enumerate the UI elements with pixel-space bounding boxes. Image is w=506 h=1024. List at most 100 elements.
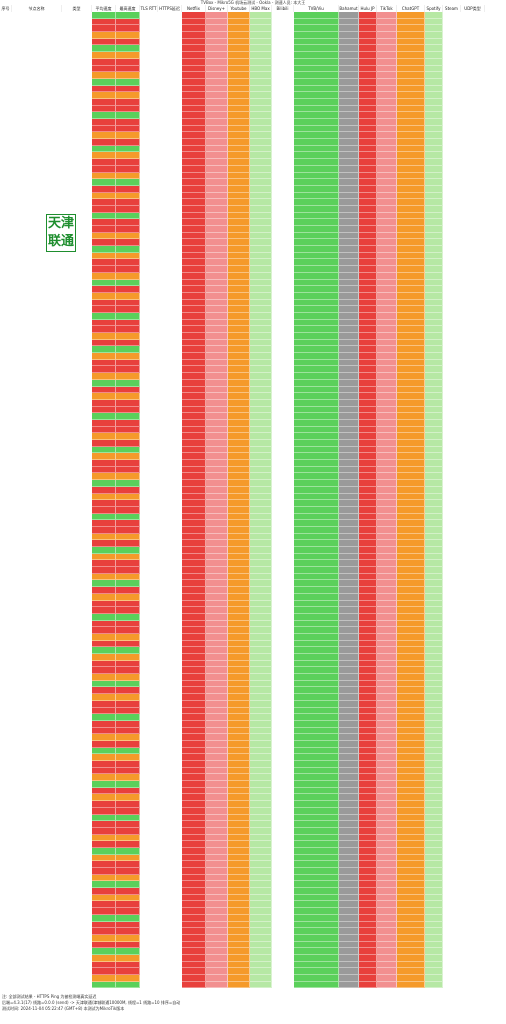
table-cell bbox=[339, 12, 359, 19]
table-cell bbox=[62, 98, 92, 106]
table-cell bbox=[206, 199, 228, 206]
table-row bbox=[0, 139, 506, 146]
table-cell bbox=[206, 533, 228, 541]
table-cell bbox=[250, 393, 272, 400]
table-cell bbox=[62, 433, 92, 440]
table-cell bbox=[0, 192, 12, 200]
table-cell bbox=[294, 814, 339, 822]
table-cell bbox=[294, 807, 339, 815]
table-cell bbox=[12, 306, 62, 313]
table-cell bbox=[359, 212, 377, 220]
table-cell bbox=[182, 339, 206, 347]
table-cell bbox=[116, 179, 140, 186]
table-cell bbox=[425, 700, 443, 708]
table-cell bbox=[443, 226, 461, 233]
table-cell bbox=[294, 620, 339, 628]
table-cell bbox=[206, 185, 228, 193]
table-cell bbox=[272, 419, 294, 427]
table-cell bbox=[461, 286, 485, 293]
table-cell bbox=[425, 473, 443, 481]
table-cell bbox=[0, 747, 12, 755]
table-cell bbox=[12, 714, 62, 721]
table-cell bbox=[461, 259, 485, 267]
table-row bbox=[0, 32, 506, 39]
table-cell bbox=[62, 165, 92, 173]
table-cell bbox=[12, 32, 62, 39]
table-cell bbox=[397, 226, 425, 233]
table-cell bbox=[377, 647, 397, 654]
table-cell bbox=[62, 379, 92, 387]
table-row bbox=[0, 761, 506, 768]
table-cell bbox=[377, 580, 397, 588]
table-cell bbox=[62, 901, 92, 909]
table-row bbox=[0, 185, 506, 193]
table-cell bbox=[425, 419, 443, 427]
table-cell bbox=[339, 928, 359, 935]
table-cell bbox=[377, 185, 397, 193]
table-cell bbox=[425, 827, 443, 835]
table-cell bbox=[272, 353, 294, 360]
table-cell bbox=[425, 299, 443, 307]
table-cell bbox=[359, 881, 377, 889]
table-cell bbox=[377, 386, 397, 394]
table-cell bbox=[0, 259, 12, 267]
table-cell bbox=[272, 868, 294, 875]
table-cell bbox=[0, 720, 12, 728]
table-cell bbox=[182, 12, 206, 19]
table-cell bbox=[294, 794, 339, 802]
table-cell bbox=[92, 312, 116, 320]
table-cell bbox=[206, 139, 228, 146]
table-cell bbox=[377, 159, 397, 166]
table-cell bbox=[158, 874, 182, 882]
table-cell bbox=[116, 506, 140, 514]
table-cell bbox=[443, 727, 461, 735]
table-cell bbox=[228, 72, 250, 79]
table-cell bbox=[62, 252, 92, 260]
table-cell bbox=[294, 948, 339, 955]
table-cell bbox=[182, 975, 206, 982]
table-cell bbox=[0, 714, 12, 721]
column-header: Spotify bbox=[425, 5, 443, 12]
table-cell bbox=[158, 58, 182, 66]
table-cell bbox=[359, 105, 377, 113]
table-cell bbox=[339, 587, 359, 594]
table-cell bbox=[272, 720, 294, 728]
table-cell bbox=[294, 38, 339, 46]
table-cell bbox=[182, 861, 206, 868]
table-cell bbox=[397, 654, 425, 661]
table-cell bbox=[397, 948, 425, 955]
table-cell bbox=[359, 868, 377, 875]
table-cell bbox=[228, 32, 250, 39]
table-cell bbox=[158, 740, 182, 748]
table-cell bbox=[339, 105, 359, 113]
table-cell bbox=[272, 961, 294, 969]
table-cell bbox=[158, 493, 182, 501]
table-cell bbox=[397, 720, 425, 728]
table-cell bbox=[397, 246, 425, 253]
table-cell bbox=[0, 500, 12, 507]
table-cell bbox=[228, 119, 250, 126]
table-cell bbox=[140, 38, 158, 46]
table-cell bbox=[228, 868, 250, 875]
table-cell bbox=[397, 533, 425, 541]
table-cell bbox=[158, 700, 182, 708]
table-cell bbox=[339, 961, 359, 969]
table-cell bbox=[359, 553, 377, 561]
table-cell bbox=[377, 413, 397, 420]
table-cell bbox=[425, 379, 443, 387]
table-cell bbox=[228, 928, 250, 935]
table-cell bbox=[116, 607, 140, 614]
table-cell bbox=[294, 132, 339, 140]
table-cell bbox=[397, 199, 425, 206]
table-cell bbox=[443, 460, 461, 467]
table-cell bbox=[294, 787, 339, 795]
table-cell bbox=[12, 500, 62, 507]
table-cell bbox=[62, 460, 92, 467]
table-cell bbox=[339, 687, 359, 695]
table-cell bbox=[294, 767, 339, 775]
table-cell bbox=[397, 426, 425, 434]
table-cell bbox=[425, 165, 443, 173]
column-header: Steam bbox=[443, 5, 461, 12]
table-row bbox=[0, 573, 506, 581]
table-cell bbox=[461, 720, 485, 728]
